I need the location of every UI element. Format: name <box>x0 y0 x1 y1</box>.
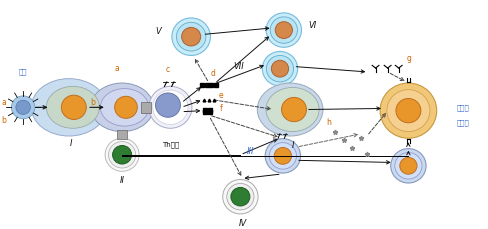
Ellipse shape <box>266 87 319 132</box>
Text: e: e <box>219 92 224 101</box>
Text: a: a <box>115 64 120 73</box>
Text: h: h <box>326 118 331 127</box>
Ellipse shape <box>46 86 100 128</box>
Text: b: b <box>1 116 6 125</box>
Ellipse shape <box>149 86 192 128</box>
Ellipse shape <box>266 13 302 47</box>
Text: V: V <box>156 27 161 36</box>
Ellipse shape <box>172 18 210 55</box>
Ellipse shape <box>105 138 139 171</box>
Text: IV: IV <box>239 220 247 229</box>
Text: 的细胞: 的细胞 <box>457 120 469 126</box>
Ellipse shape <box>266 55 294 82</box>
FancyBboxPatch shape <box>142 102 151 113</box>
Ellipse shape <box>91 83 154 132</box>
Ellipse shape <box>269 143 297 169</box>
Ellipse shape <box>257 83 323 136</box>
Ellipse shape <box>61 95 86 120</box>
Ellipse shape <box>153 90 188 125</box>
Text: VII: VII <box>234 62 244 71</box>
Ellipse shape <box>271 60 288 77</box>
Text: I: I <box>291 141 294 150</box>
Ellipse shape <box>231 187 250 206</box>
Ellipse shape <box>395 153 422 179</box>
Text: g: g <box>407 54 412 63</box>
Ellipse shape <box>396 98 421 123</box>
Ellipse shape <box>115 96 137 118</box>
Ellipse shape <box>113 145 132 164</box>
Ellipse shape <box>223 180 258 214</box>
Text: a: a <box>1 98 6 107</box>
Text: I: I <box>70 139 73 148</box>
Ellipse shape <box>31 79 107 136</box>
Ellipse shape <box>380 83 437 138</box>
Ellipse shape <box>182 27 201 46</box>
Text: III: III <box>246 147 254 156</box>
Text: 病毒: 病毒 <box>19 68 27 75</box>
Ellipse shape <box>156 93 181 117</box>
Ellipse shape <box>282 97 306 122</box>
Text: c: c <box>166 65 170 74</box>
Ellipse shape <box>387 90 430 132</box>
Text: d: d <box>210 69 215 78</box>
Text: b: b <box>91 98 96 107</box>
Ellipse shape <box>16 100 30 114</box>
Ellipse shape <box>400 157 417 174</box>
Text: Th细胞: Th细胞 <box>162 141 179 147</box>
Ellipse shape <box>274 147 291 164</box>
Ellipse shape <box>108 142 136 168</box>
Text: 被感染: 被感染 <box>457 104 469 111</box>
Ellipse shape <box>101 89 149 126</box>
Text: VI: VI <box>309 21 317 30</box>
Ellipse shape <box>11 96 35 119</box>
Ellipse shape <box>227 183 254 210</box>
Ellipse shape <box>391 149 426 183</box>
Ellipse shape <box>177 22 206 51</box>
Ellipse shape <box>270 17 297 43</box>
Ellipse shape <box>265 139 301 173</box>
Ellipse shape <box>263 52 298 86</box>
Text: II: II <box>120 177 124 185</box>
Ellipse shape <box>275 22 292 38</box>
FancyBboxPatch shape <box>117 130 127 139</box>
Text: f: f <box>220 104 223 113</box>
